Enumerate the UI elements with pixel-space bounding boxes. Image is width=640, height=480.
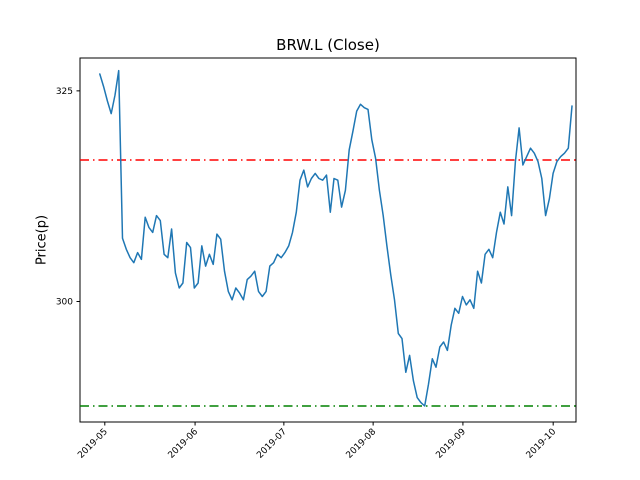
close-price-line bbox=[99, 69, 573, 407]
x-tick-label: 2019-10 bbox=[525, 427, 559, 461]
x-tick-label: 2019-09 bbox=[434, 427, 468, 461]
y-tick-label: 300 bbox=[56, 298, 73, 308]
x-tick-label: 2019-08 bbox=[345, 427, 379, 461]
plot-border bbox=[79, 57, 577, 423]
x-tick-label: 2019-05 bbox=[76, 427, 110, 461]
x-tick-label: 2019-07 bbox=[255, 427, 289, 461]
chart-title: BRW.L (Close) bbox=[276, 36, 380, 54]
x-tick-label: 2019-06 bbox=[167, 427, 201, 461]
y-tick-label: 325 bbox=[56, 87, 73, 97]
